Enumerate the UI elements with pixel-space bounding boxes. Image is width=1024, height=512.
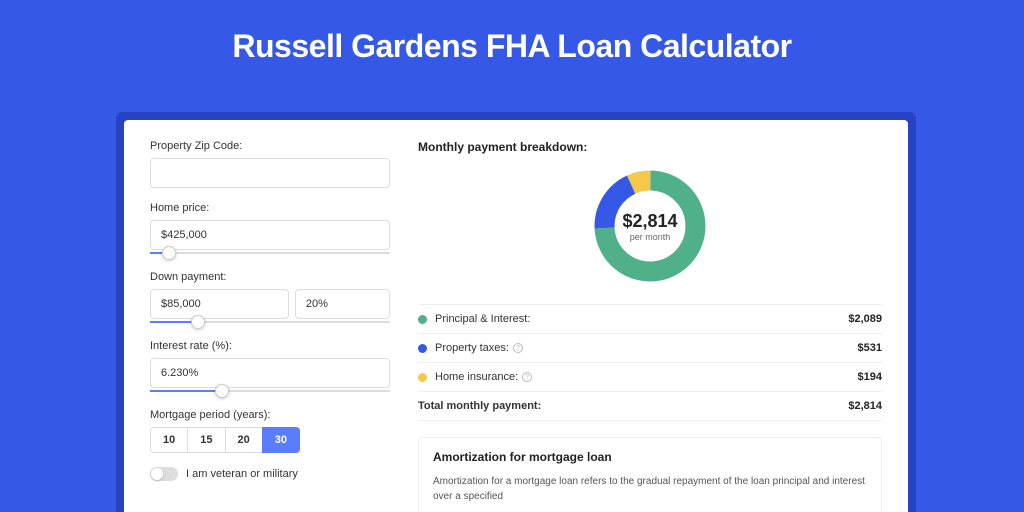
period-button-10[interactable]: 10 (150, 427, 188, 453)
down-payment-slider[interactable] (150, 318, 390, 326)
breakdown-value: $194 (858, 371, 882, 383)
zip-input[interactable] (150, 158, 390, 188)
info-icon[interactable]: ? (522, 372, 532, 382)
inputs-column: Property Zip Code: Home price: Down paym… (150, 140, 390, 512)
breakdown-label: Home insurance:? (435, 371, 858, 383)
donut-chart: $2,814 per month (590, 166, 710, 286)
donut-chart-wrap: $2,814 per month (418, 166, 882, 286)
interest-input[interactable] (150, 358, 390, 388)
donut-amount: $2,814 (622, 211, 677, 232)
toggle-knob (151, 468, 163, 480)
breakdown-value: $531 (858, 342, 882, 354)
legend-dot (418, 315, 427, 324)
period-buttons: 10152030 (150, 427, 390, 453)
breakdown-label: Principal & Interest: (435, 313, 848, 325)
breakdown-column: Monthly payment breakdown: $2,814 per mo… (418, 140, 882, 512)
veteran-toggle[interactable] (150, 467, 178, 481)
veteran-label: I am veteran or military (186, 468, 298, 480)
breakdown-title: Monthly payment breakdown: (418, 140, 882, 154)
calculator-card: Property Zip Code: Home price: Down paym… (124, 120, 908, 512)
veteran-toggle-row: I am veteran or military (150, 467, 390, 481)
total-value: $2,814 (848, 400, 882, 412)
period-group: Mortgage period (years): 10152030 (150, 409, 390, 453)
interest-slider-thumb[interactable] (215, 384, 229, 398)
home-price-label: Home price: (150, 202, 390, 214)
breakdown-row-insurance: Home insurance:?$194 (418, 363, 882, 392)
period-button-15[interactable]: 15 (187, 427, 225, 453)
interest-slider[interactable] (150, 387, 390, 395)
period-button-20[interactable]: 20 (225, 427, 263, 453)
legend-dot (418, 373, 427, 382)
breakdown-value: $2,089 (848, 313, 882, 325)
amortization-title: Amortization for mortgage loan (433, 450, 867, 464)
interest-label: Interest rate (%): (150, 340, 390, 352)
breakdown-list: Principal & Interest:$2,089Property taxe… (418, 304, 882, 421)
home-price-slider[interactable] (150, 249, 390, 257)
page-title: Russell Gardens FHA Loan Calculator (0, 0, 1024, 87)
home-price-input[interactable] (150, 220, 390, 250)
total-label: Total monthly payment: (418, 400, 848, 412)
donut-sub: per month (630, 232, 671, 242)
zip-label: Property Zip Code: (150, 140, 390, 152)
breakdown-row-principal: Principal & Interest:$2,089 (418, 305, 882, 334)
donut-center: $2,814 per month (590, 166, 710, 286)
home-price-slider-thumb[interactable] (162, 246, 176, 260)
amortization-card: Amortization for mortgage loan Amortizat… (418, 437, 882, 512)
home-price-group: Home price: (150, 202, 390, 257)
zip-field-group: Property Zip Code: (150, 140, 390, 188)
info-icon[interactable]: ? (513, 343, 523, 353)
breakdown-row-taxes: Property taxes:?$531 (418, 334, 882, 363)
breakdown-total-row: Total monthly payment:$2,814 (418, 392, 882, 421)
down-payment-group: Down payment: (150, 271, 390, 326)
interest-slider-fill (150, 390, 222, 392)
down-payment-label: Down payment: (150, 271, 390, 283)
breakdown-label: Property taxes:? (435, 342, 858, 354)
down-payment-pct-input[interactable] (295, 289, 390, 319)
period-button-30[interactable]: 30 (262, 427, 300, 453)
legend-dot (418, 344, 427, 353)
down-payment-slider-thumb[interactable] (191, 315, 205, 329)
interest-group: Interest rate (%): (150, 340, 390, 395)
amortization-text: Amortization for a mortgage loan refers … (433, 474, 867, 504)
period-label: Mortgage period (years): (150, 409, 390, 421)
down-payment-input[interactable] (150, 289, 289, 319)
